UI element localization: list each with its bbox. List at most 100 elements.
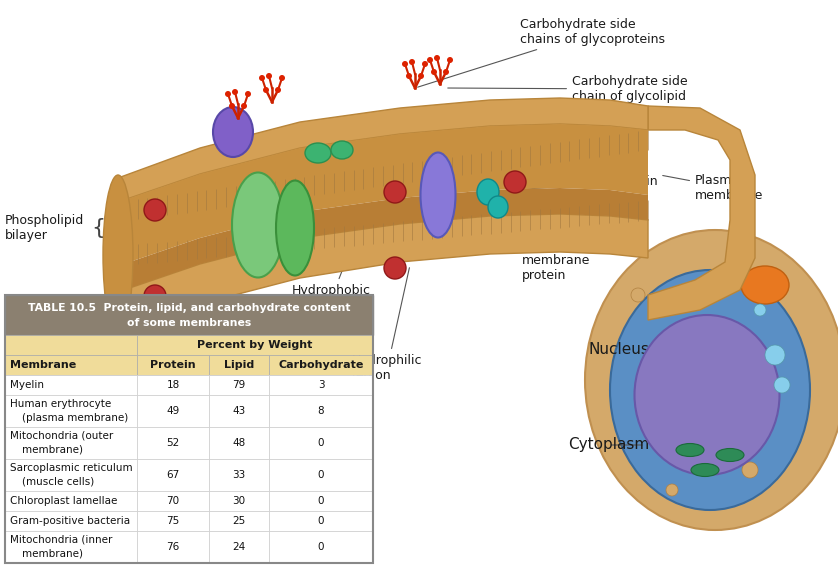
Circle shape bbox=[259, 75, 265, 81]
Circle shape bbox=[742, 462, 758, 478]
Circle shape bbox=[418, 73, 424, 79]
Text: 43: 43 bbox=[232, 406, 246, 416]
Text: 8: 8 bbox=[318, 406, 324, 416]
Text: 30: 30 bbox=[232, 496, 246, 506]
Circle shape bbox=[225, 91, 231, 97]
Text: {: { bbox=[91, 218, 105, 238]
Text: Peripheral
membrane
protein: Peripheral membrane protein bbox=[494, 210, 591, 282]
Text: 67: 67 bbox=[167, 470, 179, 480]
Polygon shape bbox=[100, 214, 648, 345]
Text: 0: 0 bbox=[318, 542, 324, 552]
Text: 25: 25 bbox=[232, 516, 246, 526]
Text: Percent by Weight: Percent by Weight bbox=[197, 340, 313, 350]
Text: Phospholipid
bilayer: Phospholipid bilayer bbox=[5, 214, 85, 242]
Text: 3: 3 bbox=[318, 380, 324, 390]
FancyBboxPatch shape bbox=[5, 459, 137, 491]
FancyBboxPatch shape bbox=[209, 459, 269, 491]
FancyBboxPatch shape bbox=[269, 395, 373, 427]
Circle shape bbox=[447, 57, 453, 63]
Circle shape bbox=[631, 288, 645, 302]
Text: Cytoplasm: Cytoplasm bbox=[568, 437, 649, 452]
Text: 24: 24 bbox=[232, 542, 246, 552]
FancyBboxPatch shape bbox=[5, 395, 137, 427]
Text: TABLE 10.5  Protein, lipid, and carbohydrate content: TABLE 10.5 Protein, lipid, and carbohydr… bbox=[28, 303, 350, 313]
FancyBboxPatch shape bbox=[137, 459, 209, 491]
FancyBboxPatch shape bbox=[137, 395, 209, 427]
Text: 0: 0 bbox=[318, 438, 324, 448]
Text: Hydrophobic
region: Hydrophobic region bbox=[292, 232, 371, 312]
FancyBboxPatch shape bbox=[137, 511, 209, 531]
FancyBboxPatch shape bbox=[137, 427, 209, 459]
Text: 52: 52 bbox=[167, 438, 179, 448]
FancyBboxPatch shape bbox=[5, 531, 137, 563]
FancyBboxPatch shape bbox=[269, 459, 373, 491]
Circle shape bbox=[144, 199, 166, 221]
Text: 75: 75 bbox=[167, 516, 179, 526]
Circle shape bbox=[144, 285, 166, 307]
Circle shape bbox=[266, 73, 272, 79]
Circle shape bbox=[774, 377, 790, 393]
Ellipse shape bbox=[232, 172, 284, 278]
FancyBboxPatch shape bbox=[269, 427, 373, 459]
Text: Protein: Protein bbox=[150, 360, 196, 370]
Polygon shape bbox=[118, 98, 648, 202]
Text: Chloroplast lamellae: Chloroplast lamellae bbox=[10, 496, 117, 506]
FancyBboxPatch shape bbox=[209, 355, 269, 375]
Circle shape bbox=[666, 484, 678, 496]
Text: Mitochondria (inner: Mitochondria (inner bbox=[10, 535, 112, 545]
Ellipse shape bbox=[488, 196, 508, 218]
Text: (muscle cells): (muscle cells) bbox=[22, 477, 94, 487]
Text: Plasma
membrane: Plasma membrane bbox=[663, 174, 763, 202]
FancyBboxPatch shape bbox=[269, 531, 373, 563]
Circle shape bbox=[245, 91, 251, 97]
Text: Membrane: Membrane bbox=[10, 360, 76, 370]
Ellipse shape bbox=[305, 143, 331, 163]
Circle shape bbox=[409, 59, 415, 65]
Ellipse shape bbox=[331, 141, 353, 159]
FancyBboxPatch shape bbox=[209, 491, 269, 511]
Ellipse shape bbox=[741, 266, 789, 304]
Circle shape bbox=[443, 69, 449, 75]
Ellipse shape bbox=[716, 448, 744, 461]
Text: 33: 33 bbox=[232, 470, 246, 480]
FancyBboxPatch shape bbox=[209, 427, 269, 459]
Circle shape bbox=[263, 87, 269, 93]
Text: 49: 49 bbox=[167, 406, 179, 416]
Ellipse shape bbox=[585, 230, 838, 530]
FancyBboxPatch shape bbox=[209, 375, 269, 395]
Text: Carbohydrate: Carbohydrate bbox=[278, 360, 364, 370]
Text: Carbohydrate side
chain of glycolipid: Carbohydrate side chain of glycolipid bbox=[447, 75, 688, 103]
Circle shape bbox=[402, 61, 408, 67]
FancyBboxPatch shape bbox=[269, 511, 373, 531]
Text: Human erythrocyte: Human erythrocyte bbox=[10, 399, 111, 409]
Text: membrane): membrane) bbox=[22, 549, 83, 559]
Text: Carbohydrate side
chains of glycoproteins: Carbohydrate side chains of glycoprotein… bbox=[417, 18, 665, 87]
Polygon shape bbox=[648, 106, 755, 320]
Text: 70: 70 bbox=[167, 496, 179, 506]
Text: 48: 48 bbox=[232, 438, 246, 448]
Polygon shape bbox=[118, 188, 648, 292]
FancyBboxPatch shape bbox=[137, 531, 209, 563]
Circle shape bbox=[427, 57, 433, 63]
Ellipse shape bbox=[691, 464, 719, 477]
FancyBboxPatch shape bbox=[137, 355, 209, 375]
Ellipse shape bbox=[676, 444, 704, 456]
FancyBboxPatch shape bbox=[269, 491, 373, 511]
FancyBboxPatch shape bbox=[5, 491, 137, 511]
Text: 0: 0 bbox=[318, 516, 324, 526]
Circle shape bbox=[406, 73, 412, 79]
Circle shape bbox=[384, 257, 406, 279]
Circle shape bbox=[754, 304, 766, 316]
Ellipse shape bbox=[103, 175, 133, 335]
FancyBboxPatch shape bbox=[5, 295, 373, 335]
Text: Integral
membrane
protein: Integral membrane protein bbox=[168, 296, 266, 349]
Text: Glycoprotein: Glycoprotein bbox=[491, 175, 658, 192]
Circle shape bbox=[275, 87, 281, 93]
FancyBboxPatch shape bbox=[5, 375, 137, 395]
FancyBboxPatch shape bbox=[269, 375, 373, 395]
Polygon shape bbox=[118, 124, 648, 266]
Ellipse shape bbox=[477, 179, 499, 205]
FancyBboxPatch shape bbox=[137, 375, 209, 395]
Text: 79: 79 bbox=[232, 380, 246, 390]
Text: of some membranes: of some membranes bbox=[127, 318, 251, 328]
